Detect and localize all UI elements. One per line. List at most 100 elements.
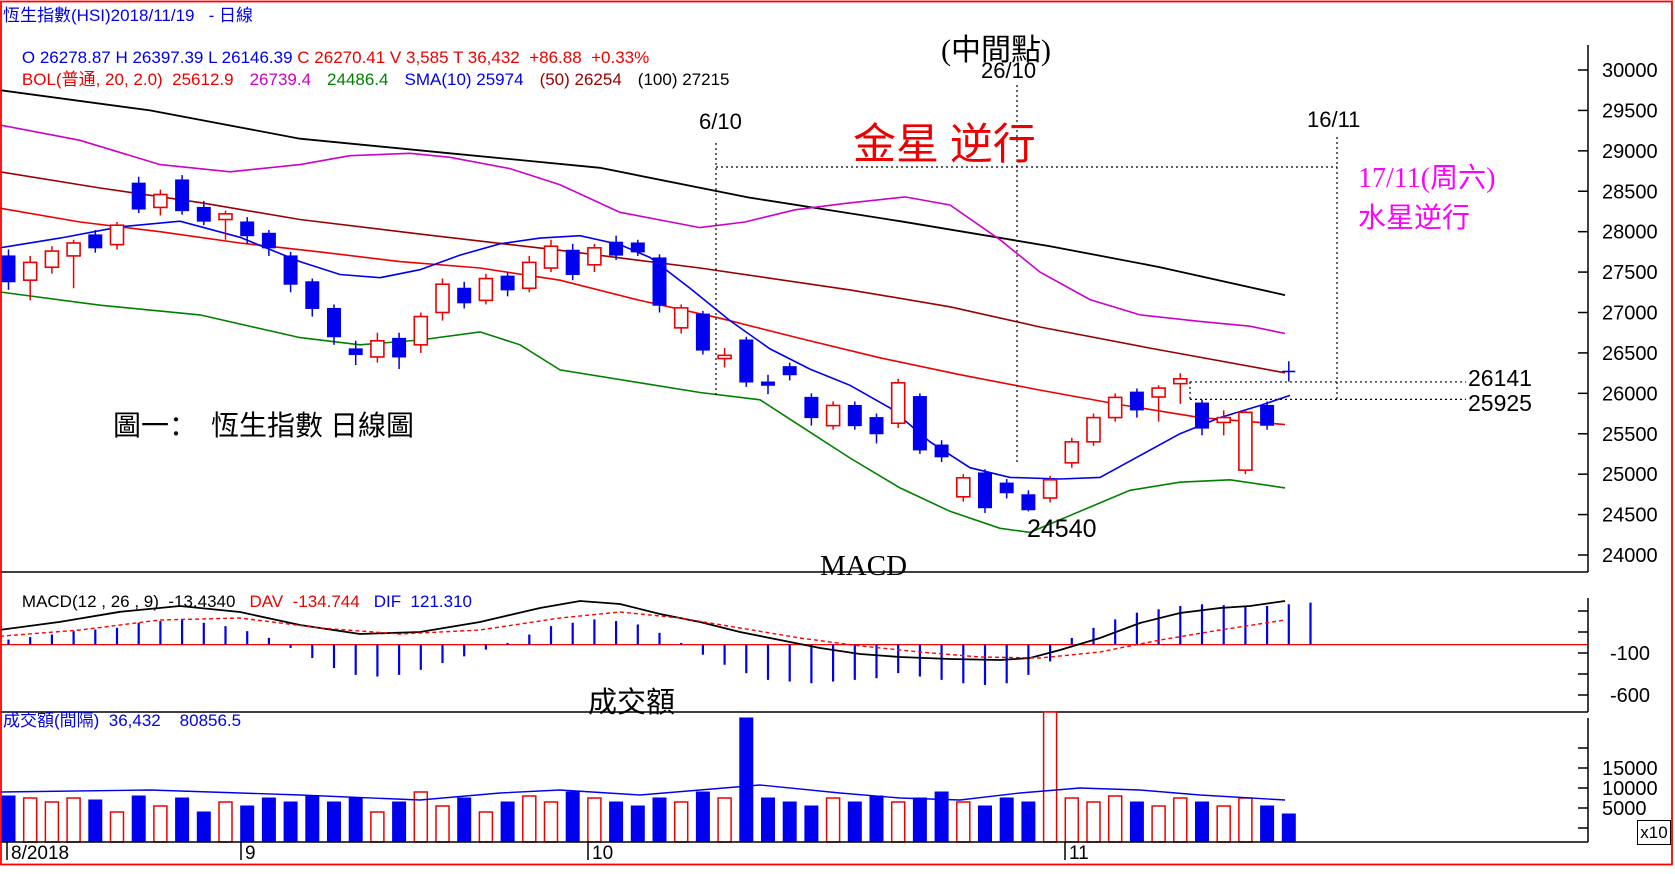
volume-bar-up xyxy=(153,805,168,843)
candle-body-up xyxy=(825,404,841,427)
volume-bar-down xyxy=(695,791,710,843)
candle-body-down xyxy=(196,206,211,222)
candle-body-up xyxy=(22,261,38,281)
annotation-date-16-11: 16/11 xyxy=(1307,107,1361,132)
price-tick-label: 27500 xyxy=(1602,262,1658,284)
volume-bar-down xyxy=(283,801,298,843)
annotation-level-26141: 26141 xyxy=(1468,365,1532,391)
volume-bar-up xyxy=(109,811,125,843)
candle-body-down xyxy=(761,381,775,386)
price-tick-label: 27000 xyxy=(1602,303,1658,325)
candle-body-down xyxy=(652,257,667,306)
volume-bar-down xyxy=(565,791,580,843)
sma50-label: (50) 26254 xyxy=(539,70,622,89)
volume-bar-down xyxy=(609,801,624,843)
price-tick-label: 25500 xyxy=(1602,424,1658,446)
macd-signal-line xyxy=(0,611,1286,659)
candle-body-up xyxy=(109,224,125,246)
volume-bar-up xyxy=(1086,801,1101,843)
volume-bar-down xyxy=(175,797,190,843)
volume-bar-up xyxy=(1173,797,1188,843)
indicator-line: BOL(普通, 20, 2.0) 25612.9 26739.4 24486.4 SM… xyxy=(3,50,745,110)
volume-bar-down xyxy=(457,797,472,843)
candle-body-up xyxy=(1173,377,1188,385)
annotation-saturday-date: 17/11(周六) xyxy=(1358,163,1496,194)
candle-body-down xyxy=(565,249,580,276)
volume-bar-down xyxy=(847,801,862,843)
sma10-label: SMA(10) 25974 xyxy=(404,70,524,89)
candle-body-up xyxy=(1086,416,1101,443)
candle-body-up xyxy=(587,247,602,266)
volume-bar-down xyxy=(804,805,819,843)
annotation-date-6-10: 6/10 xyxy=(699,109,742,134)
price-tick-label: 26500 xyxy=(1602,343,1658,365)
volume-tick-label: 5000 xyxy=(1602,798,1647,820)
candle-body-down xyxy=(782,366,797,376)
candle-body-up xyxy=(673,307,689,329)
price-tick-label: 24500 xyxy=(1602,505,1658,527)
candle-body-down xyxy=(630,242,645,253)
candle-body-down xyxy=(1260,404,1275,426)
volume-tick-label: 15000 xyxy=(1602,758,1658,780)
candle-body-up xyxy=(955,477,971,498)
candle-body-down xyxy=(999,482,1014,494)
x-axis-label: 10 xyxy=(592,843,613,864)
volume-bar-down xyxy=(392,801,407,843)
macd-dif: DIF 121.310 xyxy=(373,592,472,611)
line-sma100 xyxy=(0,89,1286,296)
candle-body-up xyxy=(435,283,450,314)
annotation-level-25925: 25925 xyxy=(1468,390,1532,416)
volume-bar-up xyxy=(218,801,233,843)
volume-bar-down xyxy=(1021,801,1036,843)
macd-dav: DAV -134.744 xyxy=(249,592,360,611)
volume-bar-down xyxy=(261,797,276,843)
volume-bar-up xyxy=(543,801,559,843)
volume-bar-up xyxy=(1216,805,1231,843)
candle-body-down xyxy=(348,348,363,356)
line-bol-lower xyxy=(0,291,1286,534)
candle-body-down xyxy=(804,396,819,419)
candle-body-up xyxy=(66,242,81,257)
volume-bar-down xyxy=(999,797,1014,843)
candle-body-down xyxy=(869,417,884,435)
line-bol-mid xyxy=(0,207,1286,426)
chart-caption: 圖一： 恆生指數 日線圖 xyxy=(113,411,415,442)
quote-close-change: C 26270.41 V 3,585 T 36,432 +86.88 +0.33… xyxy=(297,48,650,67)
volume-bar-up xyxy=(435,805,450,843)
candle-body-up xyxy=(1216,416,1231,424)
price-tick-label: 28500 xyxy=(1602,181,1658,203)
candle-body-down xyxy=(609,241,624,256)
volume-title: 成交額 xyxy=(588,687,676,719)
candle-body-down xyxy=(240,221,255,237)
bol-upper-value: 26739.4 xyxy=(249,70,312,89)
line-sma50 xyxy=(0,171,1286,374)
candle-body-up xyxy=(890,382,906,425)
volume-bar-up xyxy=(1238,797,1253,843)
candle-body-down xyxy=(305,281,320,309)
volume-bar-down xyxy=(1195,801,1209,843)
volume-bar-up xyxy=(673,801,689,843)
candle-body-down xyxy=(327,307,341,338)
price-tick-label: 26000 xyxy=(1602,383,1658,405)
candle-body-down xyxy=(739,339,754,383)
candle-body-down xyxy=(1129,391,1144,411)
price-tick-label: 30000 xyxy=(1602,60,1658,82)
volume-bar-down xyxy=(652,797,667,843)
candle-body-up xyxy=(543,245,559,269)
volume-bar-down xyxy=(978,805,992,843)
volume-bar-up xyxy=(44,801,60,843)
volume-bar-up xyxy=(956,801,971,843)
candle-body-up xyxy=(1064,441,1080,464)
candle-body-down xyxy=(1195,402,1209,429)
price-tick-label: 29000 xyxy=(1602,141,1658,163)
candle-body-down xyxy=(847,404,862,427)
candle-body-up xyxy=(218,213,233,221)
x-axis-label: 8/2018 xyxy=(11,843,69,864)
volume-bar-up xyxy=(890,801,906,843)
x-axis-label: 11 xyxy=(1069,843,1089,864)
volume-bar-down xyxy=(305,795,320,843)
annotation-midpoint: (中間點) xyxy=(941,34,1051,67)
annotation-low-24540: 24540 xyxy=(1027,515,1097,543)
volume-header: 成交額(間隔) 36,432 80856.5 xyxy=(3,711,242,730)
